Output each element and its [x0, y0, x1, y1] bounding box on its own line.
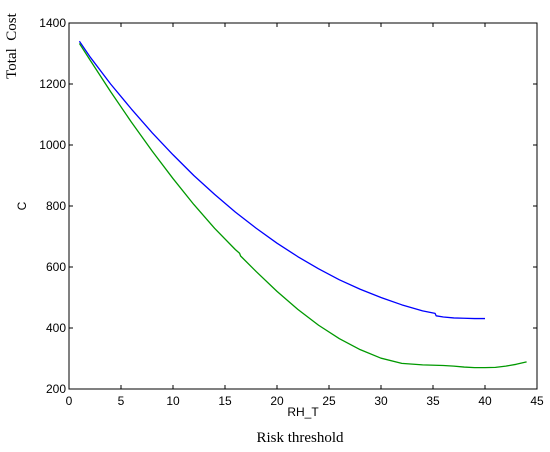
- y-tick-label: 1000: [39, 138, 66, 152]
- x-axis-label: RH_T: [287, 405, 319, 419]
- y-tick-label: 800: [46, 199, 66, 213]
- y-tick-label: 200: [46, 382, 66, 396]
- x-tick-label: 20: [270, 394, 284, 408]
- plot-frame: [68, 22, 538, 390]
- x-tick-label: 0: [66, 394, 73, 408]
- x-tick-label: 30: [374, 394, 388, 408]
- outer-x-label: Risk threshold: [256, 430, 344, 446]
- x-tick-label: 5: [118, 394, 125, 408]
- outer-y-label: Total Cost: [4, 12, 20, 78]
- x-tick-label: 15: [218, 394, 232, 408]
- x-tick-label: 10: [166, 394, 180, 408]
- series-line-2: [78, 43, 527, 369]
- series-line-1: [78, 40, 485, 320]
- x-tick-label: 40: [478, 394, 492, 408]
- y-tick-label: 1200: [39, 77, 66, 91]
- y-tick-label: 1400: [39, 16, 66, 30]
- y-axis-label: C: [15, 201, 29, 210]
- series-layer: [78, 40, 527, 369]
- x-tick-label: 35: [426, 394, 440, 408]
- y-tick-label: 600: [46, 260, 66, 274]
- y-tick-label: 400: [46, 321, 66, 335]
- tick-layer: 0 5 10 15 20 25 30 35 40 45 200 400 600 800 1000 1200 14…: [39, 16, 544, 408]
- x-tick-label: 25: [322, 394, 336, 408]
- x-tick-label: 45: [530, 394, 544, 408]
